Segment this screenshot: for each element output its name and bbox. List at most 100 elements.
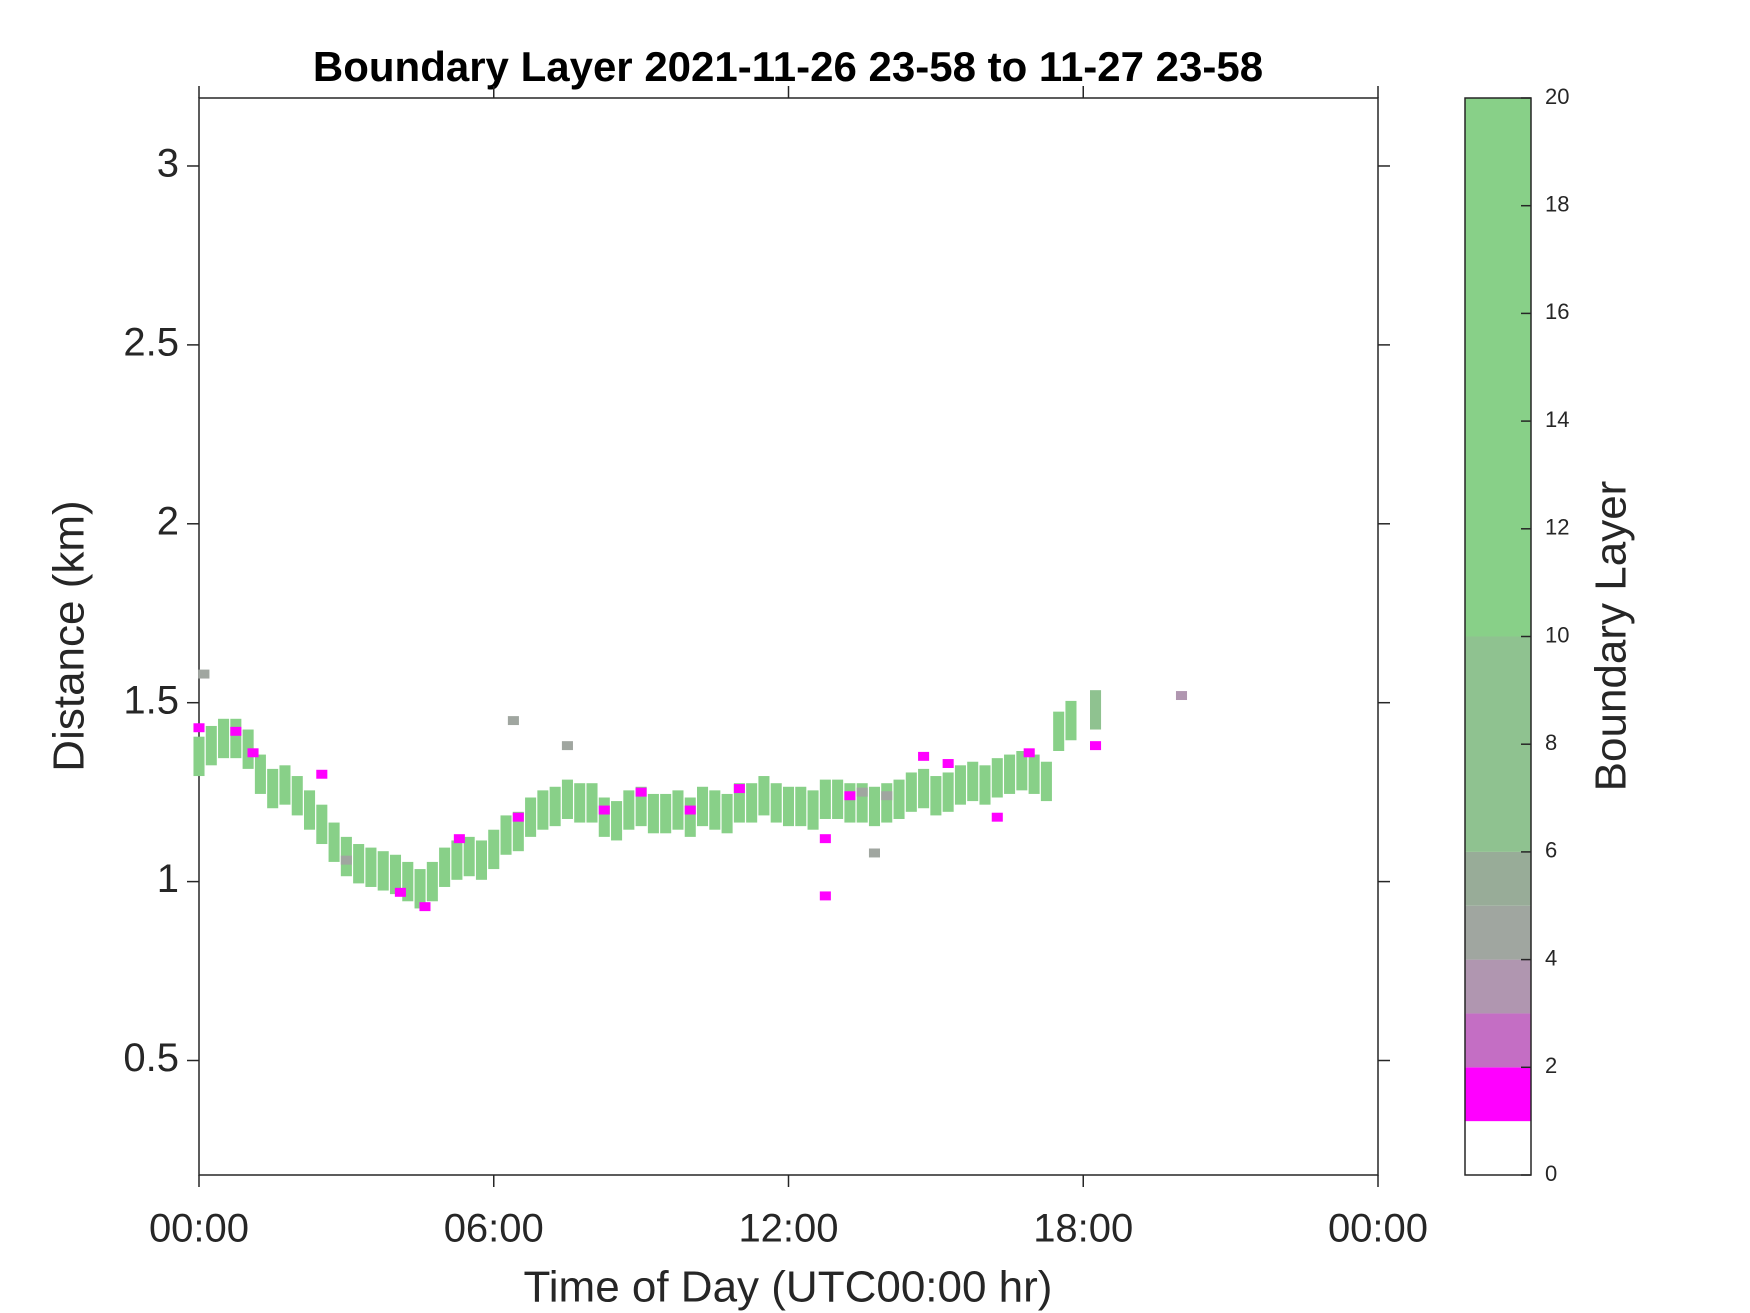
data-cell — [193, 723, 205, 733]
data-cell — [598, 805, 610, 815]
data-cell — [291, 776, 303, 816]
data-cell — [832, 779, 844, 819]
data-cell — [918, 768, 930, 809]
data-cell — [230, 726, 242, 736]
data-cell — [623, 790, 635, 830]
data-cell — [758, 776, 770, 816]
colorbar-band — [1465, 1067, 1531, 1122]
x-tick-label: 18:00 — [1033, 1207, 1133, 1251]
data-cell — [279, 765, 291, 805]
y-tick-label: 3 — [157, 142, 179, 186]
data-cell — [942, 759, 954, 768]
data-cell — [512, 812, 524, 822]
data-cell — [1016, 750, 1028, 791]
data-cell — [512, 811, 524, 852]
data-cell — [507, 716, 519, 726]
y-tick-label: 1 — [157, 857, 179, 901]
colorbar-tick-label: 10 — [1545, 622, 1569, 647]
data-cell — [205, 725, 217, 766]
data-cell — [881, 791, 893, 801]
data-cell — [856, 787, 868, 797]
x-tick-label: 12:00 — [738, 1207, 838, 1251]
data-cell — [451, 840, 463, 880]
data-cell — [844, 783, 856, 823]
data-cell — [868, 786, 880, 827]
y-tick-label: 1.5 — [123, 678, 179, 722]
colorbar-tick-label: 6 — [1545, 838, 1557, 863]
data-cell — [635, 787, 647, 797]
data-cell — [684, 797, 696, 837]
colorbar-tick-label: 0 — [1545, 1161, 1557, 1186]
data-cell — [782, 786, 795, 827]
data-cell — [905, 772, 917, 812]
data-cell — [697, 786, 709, 827]
colorbar-band — [1465, 851, 1531, 906]
chart-title: Boundary Layer 2021-11-26 23-58 to 11-27… — [313, 43, 1263, 90]
data-cell — [1040, 761, 1052, 802]
data-cell — [561, 779, 573, 819]
data-cell — [1090, 690, 1102, 730]
data-cell — [733, 784, 745, 794]
data-cell — [881, 783, 893, 823]
data-cell — [1065, 700, 1077, 741]
data-cell — [844, 791, 856, 801]
data-cell — [868, 848, 880, 858]
data-cell — [414, 869, 426, 909]
data-cell — [918, 751, 930, 761]
colorbar-band — [1465, 636, 1531, 852]
data-cell — [819, 834, 831, 844]
data-cell — [635, 786, 647, 827]
data-cell — [942, 772, 954, 812]
data-cell — [1023, 748, 1035, 758]
data-cell — [1175, 691, 1188, 701]
data-cell — [819, 891, 831, 901]
data-cell — [500, 815, 512, 855]
y-axis-label: Distance (km) — [45, 500, 94, 771]
data-cell — [979, 765, 991, 805]
data-cell — [893, 779, 905, 819]
data-cell — [954, 765, 966, 805]
data-cell — [316, 804, 328, 845]
data-cell — [721, 793, 733, 834]
data-cell — [930, 776, 942, 816]
data-cell — [856, 783, 868, 823]
data-cell — [247, 748, 259, 758]
data-cell — [304, 790, 316, 830]
colorbar-label: Boundary Layer — [1587, 481, 1636, 792]
colorbar-band — [1465, 1013, 1531, 1068]
data-cell — [746, 783, 758, 823]
colorbar-tick-label: 18 — [1545, 192, 1569, 217]
data-cell — [537, 790, 549, 830]
colorbar-band — [1465, 905, 1531, 960]
data-cell — [439, 847, 451, 887]
data-cell — [426, 861, 438, 902]
data-cell — [402, 861, 414, 902]
data-cell — [1053, 711, 1065, 751]
data-cell — [991, 812, 1003, 822]
colorbar-tick-label: 12 — [1545, 515, 1569, 540]
data-cell — [684, 805, 696, 815]
data-cell — [353, 844, 365, 884]
data-cell — [1028, 754, 1040, 794]
colorbar-tick-label: 20 — [1545, 84, 1569, 109]
data-cell — [230, 718, 242, 759]
data-cell — [193, 736, 205, 777]
data-cell — [340, 855, 352, 865]
data-cell — [807, 790, 819, 830]
y-tick-label: 2 — [157, 499, 179, 543]
plot-frame — [198, 97, 1379, 1176]
data-cell — [1004, 754, 1016, 794]
y-tick-label: 2.5 — [123, 320, 179, 364]
data-cell — [218, 718, 230, 759]
colorbar-band — [1465, 959, 1531, 1014]
data-cell — [561, 741, 573, 751]
data-cell — [198, 669, 210, 679]
x-tick-label: 06:00 — [444, 1207, 544, 1251]
data-cell — [525, 797, 537, 837]
colorbar-band — [1465, 98, 1531, 637]
colorbar-tick-label: 16 — [1545, 299, 1569, 324]
x-tick-label: 00:00 — [1328, 1207, 1428, 1251]
data-cell — [389, 854, 402, 895]
data-cell — [1090, 741, 1102, 751]
